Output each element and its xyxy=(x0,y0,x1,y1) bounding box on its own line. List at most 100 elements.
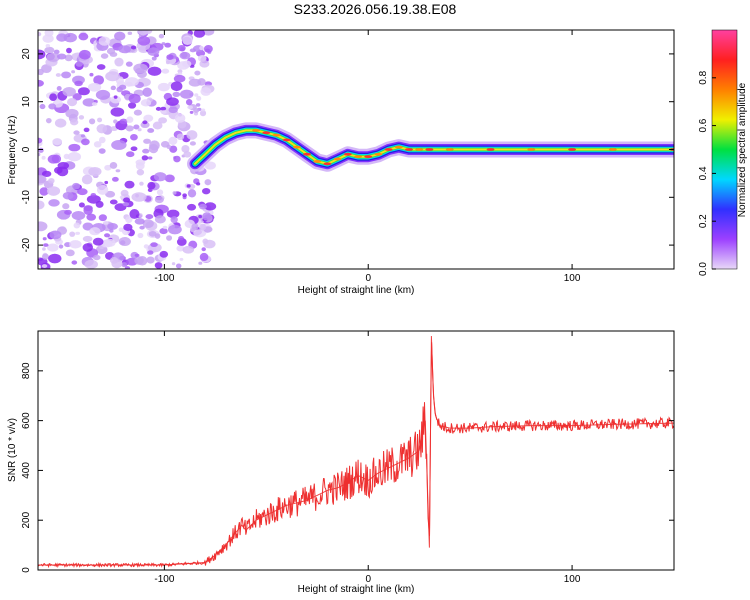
spectrogram-noise-blob xyxy=(39,187,49,196)
spectrogram-noise-blob xyxy=(124,266,131,269)
spectrogram-noise-blob xyxy=(159,250,169,258)
spectrogram-noise-blob xyxy=(188,78,202,87)
spectrogram-noise-blob xyxy=(161,68,170,74)
spectrogram-noise-blob xyxy=(201,108,206,112)
spectrogram-noise-blob xyxy=(178,235,184,241)
spectrogram-noise-blob xyxy=(93,141,102,148)
spectrogram-noise-blob xyxy=(204,161,216,170)
spectrogram-noise-blob xyxy=(164,42,172,48)
ridge-peak xyxy=(262,131,271,135)
spectrogram-noise-blob xyxy=(202,238,209,245)
spectrogram-noise-blob xyxy=(167,224,182,235)
spectrogram-noise-blob xyxy=(145,214,154,220)
spectrogram-noise-blob xyxy=(125,216,133,223)
spectrogram-noise-blob xyxy=(160,106,167,111)
spectrogram-noise-blob xyxy=(182,60,192,68)
spectrogram-noise-blob xyxy=(153,172,167,182)
spectrogram-noise-blob xyxy=(48,199,60,207)
spectrogram-noise-blob xyxy=(181,144,190,153)
spectrogram-noise-blob xyxy=(193,30,206,38)
spectrogram-noise-blob xyxy=(83,205,93,216)
spectrogram-noise-blob xyxy=(63,153,70,160)
spectrogram-noise-blob xyxy=(104,233,111,238)
spectrogram-noise-blob xyxy=(201,247,206,252)
spectrogram-noise-blob xyxy=(96,123,108,134)
spectrogram-noise-blob xyxy=(194,70,201,76)
y-tick-label: -10 xyxy=(21,190,32,205)
spectrogram-noise-blob xyxy=(126,116,134,123)
spectrogram-noise-blob xyxy=(39,103,46,110)
spectrogram-noise-blob xyxy=(150,242,158,248)
spectrogram-noise-blob xyxy=(176,245,185,252)
figure-title: S233.2026.056.19.38.E08 xyxy=(293,1,457,17)
spectrogram-noise-blob xyxy=(166,235,173,241)
spectrogram-noise-blob xyxy=(125,125,134,132)
spectrogram-noise-blob xyxy=(98,214,107,222)
ridge-band-5 xyxy=(194,129,674,165)
spectrogram-noise-blob xyxy=(66,47,72,54)
spectrogram-noise-blob xyxy=(137,256,148,266)
snr-x-label: Height of straight line (km) xyxy=(298,584,415,595)
spectrogram-noise-blob xyxy=(77,188,88,196)
spectrogram-noise-blob xyxy=(49,230,62,240)
spectrogram-noise-blob xyxy=(113,119,118,124)
spectrogram-noise-blob xyxy=(78,32,89,41)
spectrogram-noise-blob xyxy=(87,82,102,92)
spectrogram-y-ticks: -20 -10 0 10 20 xyxy=(21,48,674,252)
spectrogram-noise-blob xyxy=(137,128,142,132)
spectrogram-noise-blob xyxy=(64,209,72,215)
spectrogram-noise-blob xyxy=(96,64,106,70)
spectrogram-noise-blob xyxy=(193,108,200,113)
spectrogram-noise-blob xyxy=(75,231,81,235)
spectrogram-noise-blob xyxy=(69,231,76,237)
spectrogram-noise-blob xyxy=(198,223,207,231)
snr-frame xyxy=(37,330,675,571)
spectrogram-noise-blob xyxy=(137,36,151,46)
spectrogram-noise-blob xyxy=(204,179,212,186)
spectrogram-noise-blob xyxy=(44,46,55,54)
spectrogram-noise-blob xyxy=(198,261,203,265)
spectrogram-noise-blob xyxy=(95,89,111,100)
spectrogram-noise-blob xyxy=(121,262,128,268)
spectrogram-noise-blob xyxy=(38,32,42,37)
snr-y-label: SNR (10 * v/v) xyxy=(7,418,18,482)
spectrogram-noise-blob xyxy=(86,194,101,204)
ridge-peak xyxy=(282,138,291,142)
x-tick-label: 100 xyxy=(564,574,581,585)
spectrogram-noise-blob xyxy=(165,60,170,65)
colorbar-tick-label: 0.6 xyxy=(698,118,709,132)
ridge-peak xyxy=(313,160,322,163)
ridge-peak xyxy=(425,148,434,151)
spectrogram-noise-blob xyxy=(104,180,109,185)
spectrogram-noise-blob xyxy=(152,121,163,130)
y-tick-label: 600 xyxy=(21,412,32,429)
spectrogram-y-label: Frequency (Hz) xyxy=(7,116,18,185)
spectrogram-noise-blob xyxy=(182,193,187,198)
snr-x-ticks: -100 0 100 xyxy=(154,331,581,585)
spectrogram-noise-blob xyxy=(55,73,61,77)
ridge-peak xyxy=(415,148,424,151)
spectrogram-noise-blob xyxy=(109,161,118,169)
spectrogram-noise-blob xyxy=(119,195,125,199)
spectrogram-noise-blob xyxy=(82,243,93,252)
spectrogram-noise-blob xyxy=(176,133,185,141)
spectrogram-noise-blob xyxy=(125,61,133,67)
spectrogram-noise-blob xyxy=(147,181,156,190)
spectrogram-noise-blob xyxy=(146,256,155,264)
spectrogram-noise-blob xyxy=(125,81,133,87)
spectrogram-noise-blob xyxy=(88,118,96,125)
spectrogram-noise-blob xyxy=(98,148,106,154)
spectrogram-noise-blob xyxy=(200,87,212,96)
spectrogram-noise-blob xyxy=(38,68,44,76)
ridge-peak xyxy=(608,148,617,151)
spectrogram-noise-blob xyxy=(133,63,148,74)
spectrogram-noise-blob xyxy=(147,66,162,76)
spectrogram-noise-blob xyxy=(51,154,62,164)
spectrogram-noise-blob xyxy=(42,247,46,251)
spectrogram-noise-blob xyxy=(41,170,52,177)
spectrogram-noise-blob xyxy=(127,31,133,36)
spectrogram-noise-blob xyxy=(199,110,207,117)
spectrogram-noise-blob xyxy=(46,52,60,62)
spectrogram-noise-blob xyxy=(177,71,183,76)
